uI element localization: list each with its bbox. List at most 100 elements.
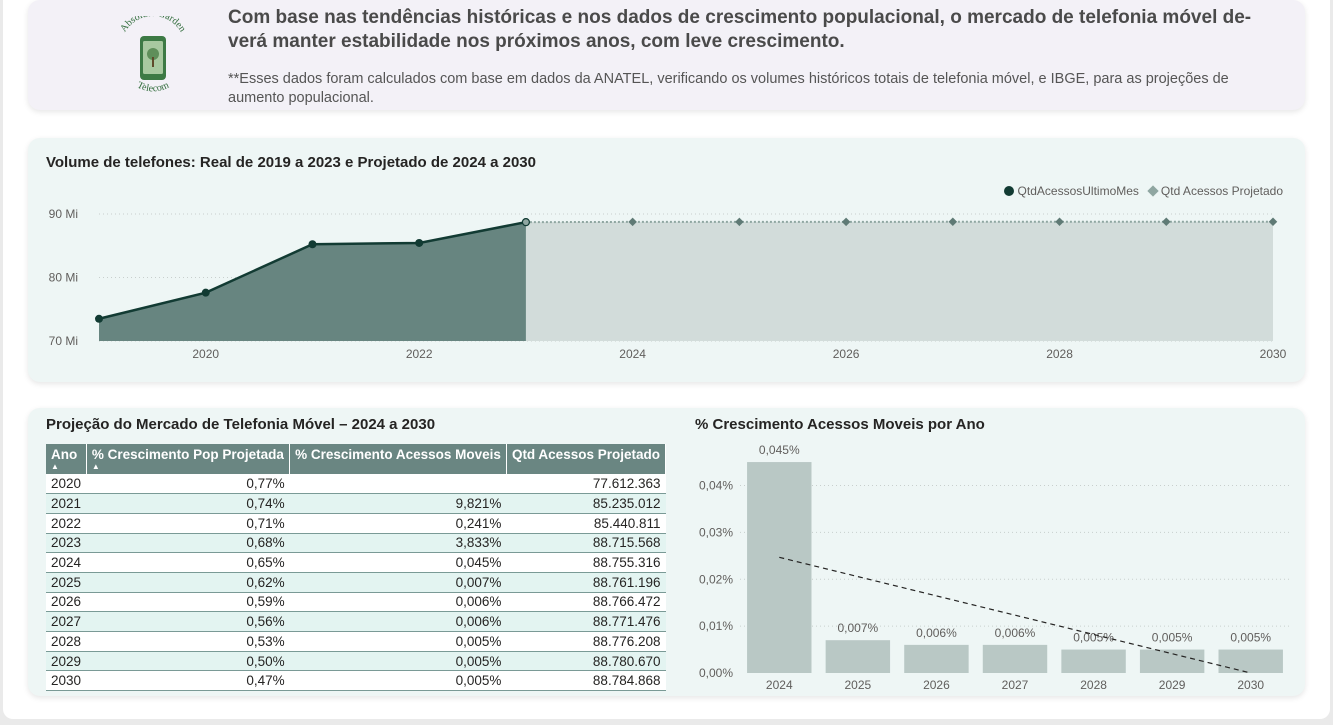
header-card: Absolute Garden Telecom Com base nas ten… — [28, 0, 1305, 110]
table-cell: 2020 — [46, 474, 87, 495]
y-tick-label: 0,04% — [699, 479, 733, 493]
x-tick-label: 2028 — [1080, 678, 1107, 692]
bar-data-label: 0,045% — [759, 443, 800, 457]
legend-item-projected[interactable]: Qtd Acessos Projetado — [1160, 184, 1283, 198]
table-cell: 85.235.012 — [506, 493, 666, 514]
table-cell: 2021 — [46, 493, 87, 514]
bar — [825, 640, 891, 673]
y-tick-label: 0,01% — [699, 619, 733, 633]
table-cell: 0,045% — [289, 552, 507, 573]
table-header-row: Ano ▲ % Crescimento Pop Projetada ▲ % Cres… — [46, 444, 667, 474]
volume-chart-title: Volume de telefones: Real de 2019 a 2023… — [46, 154, 536, 171]
table-cell: 2022 — [46, 513, 87, 534]
logo-text-bottom: Telecom — [135, 80, 171, 95]
real-point — [521, 218, 531, 227]
table-row[interactable]: 2020 0,77% 77.612.363 — [46, 474, 666, 495]
bar-data-label: 0,006% — [995, 626, 1036, 640]
bar-data-label: 0,006% — [916, 626, 957, 640]
bar-data-label: 0,005% — [1152, 631, 1193, 645]
table-cell: 88.761.196 — [506, 572, 666, 593]
projection-table: Ano ▲ % Crescimento Pop Projetada ▲ % Cres… — [46, 444, 667, 692]
table-cell: 0,62% — [86, 572, 290, 593]
headline-text: Com base nas tendências históricas e nos… — [228, 7, 1252, 52]
projection-card: 0,00% 0,01% 0,02% 0,03% 0,04% 0,045% 2024 0,007… — [28, 408, 1305, 696]
x-tick-label: 2030 — [1237, 678, 1264, 692]
table-cell: 0,005% — [289, 631, 507, 652]
projection-table-wrap: Ano ▲ % Crescimento Pop Projetada ▲ % Cres… — [46, 444, 667, 692]
x-tick-label: 2024 — [766, 678, 793, 692]
table-row[interactable]: 2029 0,50% 0,005% 88.780.670 — [46, 651, 666, 672]
table-row[interactable]: 2023 0,68% 3,833% 88.715.568 — [46, 533, 666, 554]
table-row[interactable]: 2028 0,53% 0,005% 88.776.208 — [46, 631, 666, 652]
bar-data-label: 0,007% — [838, 621, 879, 635]
real-point — [95, 314, 103, 323]
bar-data-label: 0,005% — [1073, 631, 1114, 645]
y-tick-label: 80 Mi — [49, 271, 78, 285]
table-cell: 2023 — [46, 533, 87, 554]
x-tick-label: 2027 — [1002, 678, 1029, 692]
y-tick-label: 0,02% — [699, 572, 733, 586]
table-row[interactable]: 2022 0,71% 0,241% 85.440.811 — [46, 513, 666, 534]
company-logo: Absolute Garden Telecom — [118, 16, 187, 95]
y-tick-label: 90 Mi — [49, 207, 78, 221]
table-row[interactable]: 2025 0,62% 0,007% 88.761.196 — [46, 572, 666, 593]
table-cell: 85.440.811 — [506, 513, 666, 534]
footnote-text: **Esses dados foram calculados com base … — [228, 71, 1229, 106]
table-cell: 0,71% — [86, 513, 290, 534]
table-cell: 0,53% — [86, 631, 290, 652]
col-header-pop[interactable]: % Crescimento Pop Projetada ▲ — [86, 444, 291, 474]
bar — [1139, 649, 1205, 673]
table-cell: 0,77% — [86, 474, 290, 495]
real-point — [201, 288, 210, 297]
volume-area-chart: 70 Mi 80 Mi 90 Mi 2020 2022 2024 2026 2028 2030 — [49, 207, 1287, 361]
table-row[interactable]: 2021 0,74% 9,821% 85.235.012 — [46, 493, 666, 514]
table-cell: 0,74% — [86, 493, 290, 514]
logo-text-top: Absolute Garden — [118, 16, 187, 34]
volume-chart-card: 70 Mi 80 Mi 90 Mi 2020 2022 2024 2026 2028 2030 … — [28, 138, 1305, 382]
table-cell — [289, 474, 507, 495]
growth-bar-chart: 0,00% 0,01% 0,02% 0,03% 0,04% 0,045% 2024 0,007… — [699, 443, 1290, 692]
table-cell: 77.612.363 — [506, 474, 666, 495]
table-cell: 88.766.472 — [506, 592, 666, 613]
x-tick-label: 2028 — [1046, 347, 1073, 361]
table-cell: 0,005% — [289, 651, 507, 672]
table-row[interactable]: 2027 0,56% 0,006% 88.771.476 — [46, 611, 666, 632]
table-cell: 2030 — [46, 670, 87, 692]
x-tick-label: 2029 — [1159, 678, 1186, 692]
table-cell: 2027 — [46, 611, 87, 632]
table-cell: 2024 — [46, 552, 87, 573]
chart-legend: QtdAcessosUltimoMes Qtd Acessos Projetad… — [1003, 184, 1283, 198]
x-tick-label: 2026 — [923, 678, 950, 692]
real-area — [99, 222, 526, 341]
table-cell: 88.771.476 — [506, 611, 666, 632]
svg-text:Absolute Garden: Absolute Garden — [118, 16, 187, 34]
table-body: 2020 0,77% 77.612.363 2021 0,74% 9,821% 85.235… — [46, 474, 666, 692]
bar — [1061, 649, 1126, 673]
table-cell: 2025 — [46, 572, 87, 593]
bar — [904, 644, 969, 673]
col-header-qtd[interactable]: Qtd Acessos Projetado — [506, 444, 667, 474]
bar-chart-title: % Crescimento Acessos Moveis por Ano — [695, 416, 985, 433]
legend-item-real[interactable]: QtdAcessosUltimoMes — [1017, 184, 1139, 198]
table-title: Projeção do Mercado de Telefonia Móvel –… — [46, 416, 436, 433]
x-tick-label: 2026 — [833, 347, 860, 361]
col-header-acessos[interactable]: % Crescimento Acessos Moveis — [289, 444, 507, 474]
col-header-ano[interactable]: Ano ▲ — [46, 444, 87, 474]
table-cell: 88.776.208 — [506, 631, 666, 652]
svg-text:Telecom: Telecom — [135, 80, 171, 95]
y-tick-label: 0,03% — [699, 525, 733, 539]
table-row[interactable]: 2024 0,65% 0,045% 88.755.316 — [46, 552, 666, 573]
table-cell: 2026 — [46, 592, 87, 613]
table-cell: 2029 — [46, 651, 87, 672]
table-cell: 88.780.670 — [506, 651, 666, 672]
table-cell: 0,59% — [86, 592, 290, 613]
bar — [747, 462, 812, 673]
table-cell: 0,68% — [86, 533, 290, 554]
table-cell: 0,56% — [86, 611, 290, 632]
table-cell: 0,241% — [289, 513, 507, 534]
y-tick-label: 70 Mi — [49, 334, 78, 348]
table-row[interactable]: 2026 0,59% 0,006% 88.766.472 — [46, 592, 666, 613]
table-row[interactable]: 2030 0,47% 0,005% 88.784.868 — [46, 670, 666, 692]
legend-dot-icon — [1003, 186, 1014, 196]
table-cell: 0,50% — [86, 651, 290, 672]
